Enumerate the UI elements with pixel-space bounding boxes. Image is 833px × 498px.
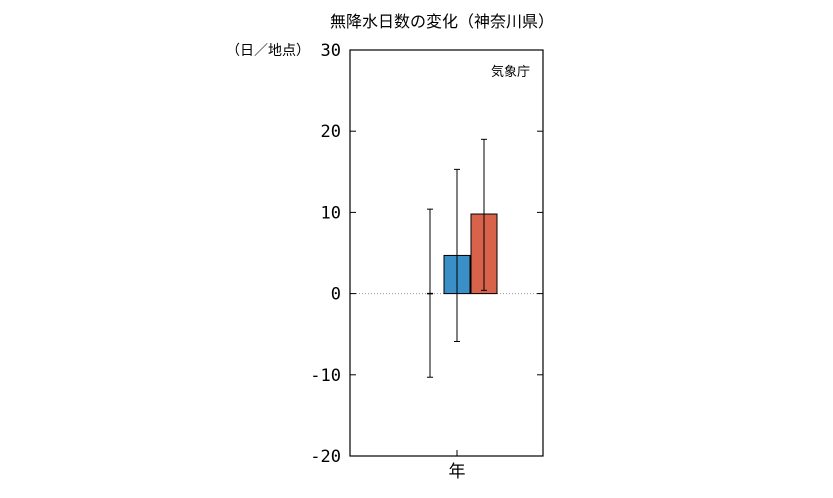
x-tick-label-0: 年 <box>449 462 466 482</box>
y-axis-label: （日／地点） <box>226 43 310 59</box>
chart-title: 無降水日数の変化（神奈川県） <box>330 12 554 31</box>
y-tick-label: 30 <box>321 41 341 61</box>
credit-label: 気象庁 <box>491 64 530 80</box>
y-tick-label: -20 <box>310 447 341 467</box>
y-tick-label: 10 <box>321 203 341 223</box>
y-tick-label: 20 <box>321 122 341 142</box>
y-tick-label: 0 <box>331 285 341 305</box>
plot-frame <box>349 49 544 457</box>
y-tick-label: -10 <box>310 366 341 386</box>
